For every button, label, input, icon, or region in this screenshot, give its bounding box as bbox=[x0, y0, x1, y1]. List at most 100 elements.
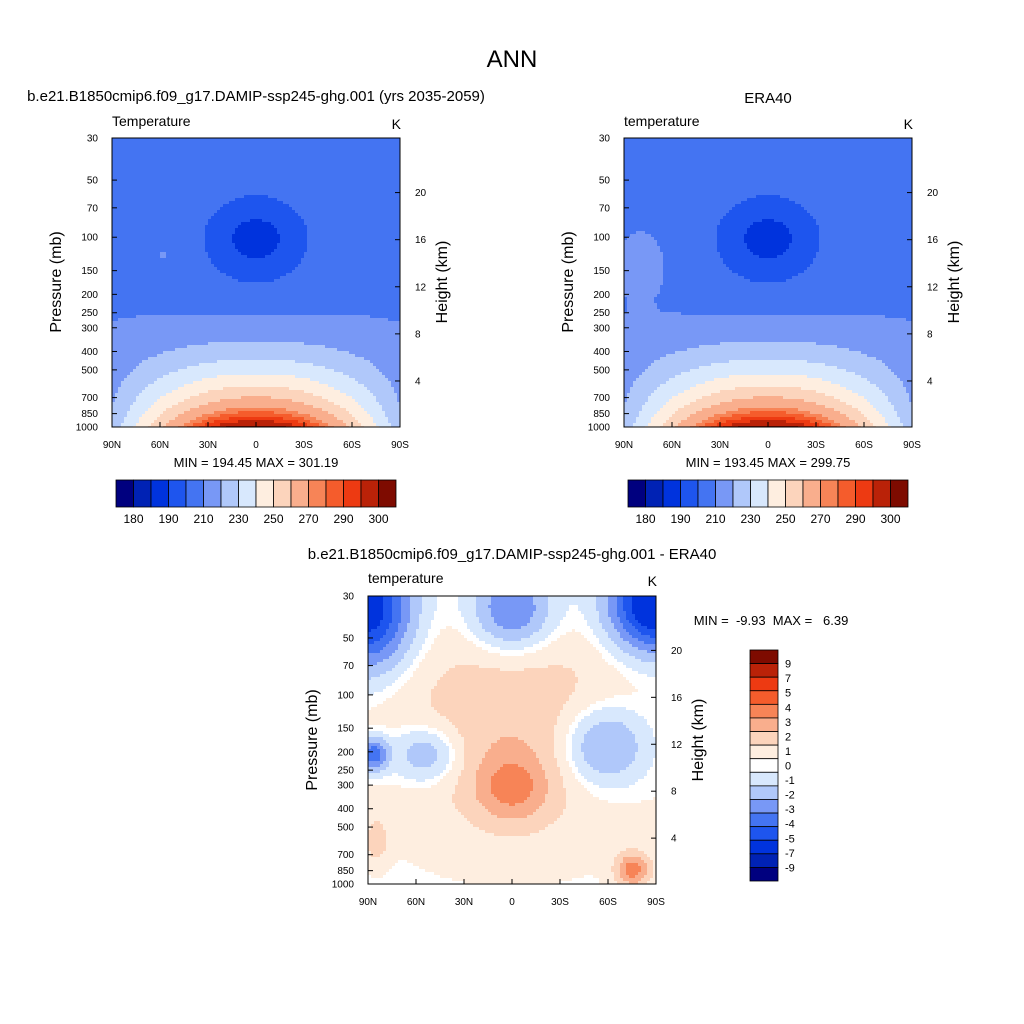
contour-cell bbox=[624, 195, 756, 198]
contour-cell bbox=[434, 776, 443, 779]
contour-cell bbox=[416, 668, 449, 671]
contour-cell bbox=[184, 423, 193, 426]
contour-cell bbox=[452, 743, 464, 746]
contour-cell bbox=[897, 375, 912, 378]
contour-cell bbox=[630, 390, 654, 393]
contour-cell bbox=[560, 881, 599, 884]
contour-cell bbox=[368, 788, 455, 791]
contour-cell bbox=[464, 743, 491, 746]
contour-cell bbox=[380, 620, 392, 623]
contour-cell bbox=[370, 414, 385, 417]
contour-cell bbox=[864, 396, 888, 399]
contour-cell bbox=[383, 599, 392, 602]
contour-cell bbox=[647, 650, 656, 653]
colorbar-label: 4 bbox=[785, 702, 791, 714]
contour-cell bbox=[636, 417, 651, 420]
contour-cell bbox=[235, 246, 277, 249]
contour-cell bbox=[307, 246, 400, 249]
contour-cell bbox=[626, 863, 638, 866]
contour-cell bbox=[575, 671, 620, 674]
contour-cell bbox=[118, 390, 142, 393]
contour-cell bbox=[413, 674, 443, 677]
contour-cell bbox=[449, 746, 452, 749]
contour-cell bbox=[476, 614, 491, 617]
contour-cell bbox=[494, 617, 530, 620]
contour-cell bbox=[112, 276, 232, 279]
contour-cell bbox=[624, 402, 645, 405]
contour-cell bbox=[651, 393, 678, 396]
contour-cell bbox=[392, 683, 404, 686]
contour-cell bbox=[112, 186, 400, 189]
contour-cell bbox=[373, 417, 388, 420]
panel-model-axes: 90N 60N 30N 0 30S 60S 90S305070100150200250300… bbox=[76, 134, 427, 452]
contour-cell bbox=[816, 222, 912, 225]
contour-cell bbox=[274, 279, 400, 282]
contour-cell bbox=[368, 689, 383, 692]
contour-cell bbox=[684, 390, 720, 393]
contour-cell bbox=[368, 779, 416, 782]
contour-cell bbox=[476, 644, 491, 647]
contour-cell bbox=[482, 761, 539, 764]
contour-cell bbox=[888, 399, 909, 402]
y-tick-label: 700 bbox=[81, 393, 98, 404]
contour-cell bbox=[572, 752, 584, 755]
contour-cell bbox=[491, 743, 527, 746]
contour-cell bbox=[142, 390, 172, 393]
contour-cell bbox=[389, 869, 425, 872]
contour-cell bbox=[638, 746, 656, 749]
contour-cell bbox=[277, 228, 307, 231]
contour-cell bbox=[383, 746, 392, 749]
contour-cell bbox=[187, 366, 325, 369]
contour-cell bbox=[368, 800, 452, 803]
contour-cell bbox=[653, 860, 656, 863]
colorbar-box bbox=[767, 479, 786, 508]
contour-cell bbox=[413, 659, 422, 662]
contour-cell bbox=[449, 761, 452, 764]
contour-cell bbox=[569, 608, 578, 611]
contour-cell bbox=[494, 833, 530, 836]
colorbar-box bbox=[749, 731, 779, 746]
contour-cell bbox=[437, 710, 560, 713]
contour-cell bbox=[292, 270, 400, 273]
contour-cell bbox=[386, 767, 446, 770]
contour-cell bbox=[274, 411, 298, 414]
contour-cell bbox=[395, 632, 404, 635]
contour-cell bbox=[783, 252, 816, 255]
contour-cell bbox=[112, 159, 400, 162]
contour-cell bbox=[657, 387, 690, 390]
contour-cell bbox=[572, 734, 584, 737]
contour-cell bbox=[440, 713, 560, 716]
contour-cell bbox=[422, 644, 431, 647]
contour-cell bbox=[720, 222, 753, 225]
contour-cell bbox=[368, 719, 449, 722]
contour-cell bbox=[368, 866, 392, 869]
contour-cell bbox=[112, 321, 400, 324]
contour-cell bbox=[422, 608, 437, 611]
contour-cell bbox=[584, 875, 593, 878]
contour-cell bbox=[112, 165, 400, 168]
contour-cell bbox=[608, 635, 620, 638]
contour-cell bbox=[608, 800, 641, 803]
contour-cell bbox=[392, 695, 431, 698]
contour-cell bbox=[386, 749, 392, 752]
contour-cell bbox=[154, 402, 178, 405]
contour-cell bbox=[476, 785, 491, 788]
contour-cell bbox=[482, 626, 503, 629]
contour-cell bbox=[431, 644, 476, 647]
contour-cell bbox=[434, 872, 614, 875]
contour-cell bbox=[368, 728, 437, 731]
contour-cell bbox=[491, 785, 533, 788]
contour-cell bbox=[392, 602, 401, 605]
contour-cell bbox=[524, 653, 602, 656]
panel-diff-contour-field bbox=[368, 596, 656, 884]
contour-cell bbox=[178, 387, 223, 390]
contour-cell bbox=[383, 875, 440, 878]
contour-cell bbox=[295, 267, 400, 270]
contour-cell bbox=[376, 399, 397, 402]
contour-cell bbox=[624, 234, 630, 237]
contour-cell bbox=[349, 351, 400, 354]
contour-cell bbox=[304, 222, 400, 225]
contour-cell bbox=[569, 728, 575, 731]
contour-cell bbox=[681, 372, 855, 375]
contour-cell bbox=[624, 399, 627, 402]
